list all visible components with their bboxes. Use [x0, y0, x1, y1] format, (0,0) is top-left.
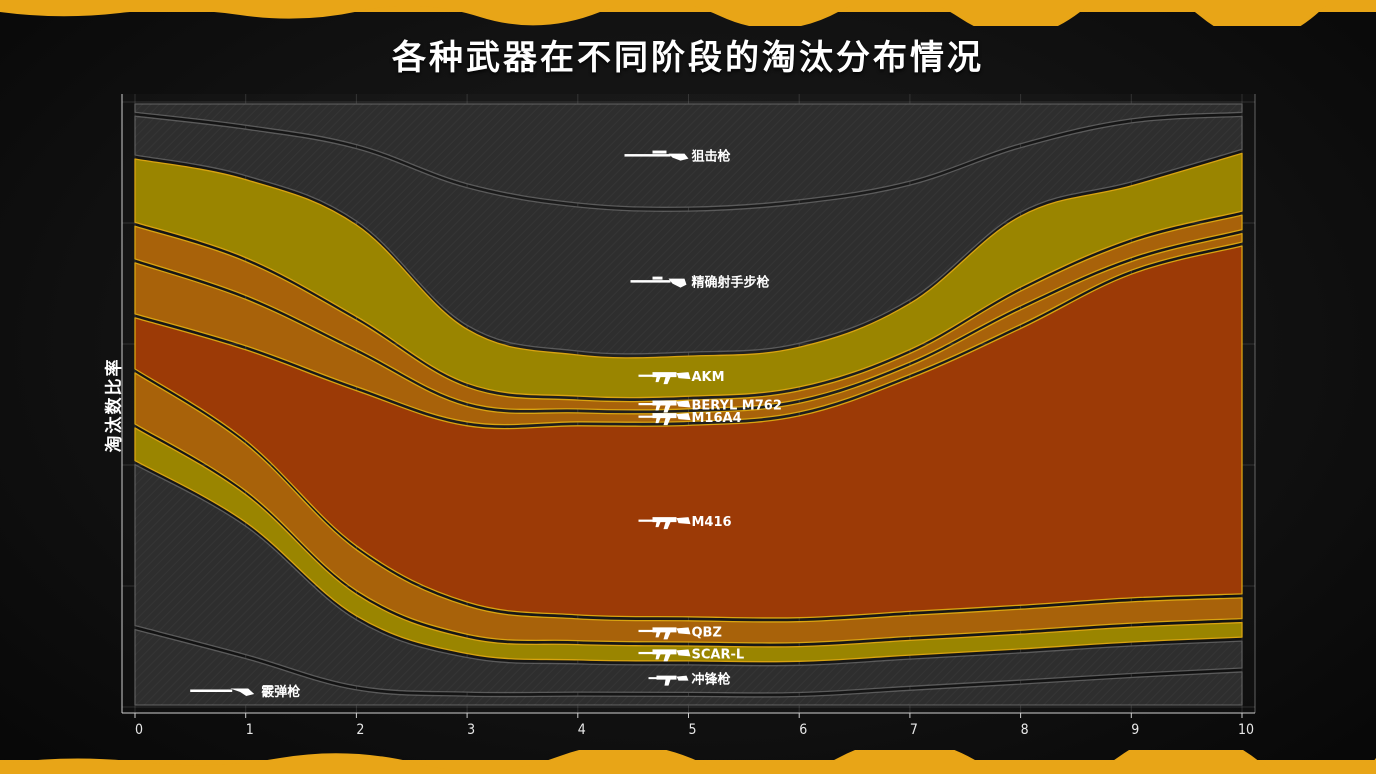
- series-label-9: 狙击枪: [624, 149, 731, 165]
- series-band-0: [134, 628, 1243, 706]
- series-label-text: AKM: [692, 370, 725, 385]
- series-area-texture: [135, 629, 1242, 705]
- series-bands: [134, 103, 1243, 706]
- rifle-icon: [638, 649, 691, 662]
- x-tick-label: 0: [135, 722, 143, 738]
- sniper-icon: [624, 150, 689, 161]
- series-label-0: 霰弹枪: [190, 684, 300, 700]
- series-label-1: 冲锋枪: [648, 672, 731, 688]
- series-area: [134, 427, 1243, 663]
- series-label-text: 冲锋枪: [692, 672, 731, 688]
- smg-icon: [648, 675, 689, 686]
- series-area-texture: [135, 104, 1242, 208]
- x-tick-label: 10: [1238, 722, 1254, 738]
- rifle-icon: [638, 517, 691, 530]
- series-area: [134, 372, 1243, 644]
- rifle-icon: [638, 372, 691, 385]
- series-band-2: [134, 427, 1243, 663]
- rifle-icon: [638, 400, 691, 413]
- series-label-3: QBZ: [638, 625, 722, 640]
- rifle-icon: [638, 413, 691, 426]
- x-tick-label: 5: [688, 722, 696, 738]
- series-area: [134, 214, 1243, 411]
- x-tick-label: 8: [1021, 722, 1029, 738]
- x-tick-label: 6: [799, 722, 807, 738]
- series-label-text: QBZ: [692, 625, 722, 640]
- shotgun-icon: [190, 688, 255, 696]
- series-label-text: M16A4: [692, 411, 742, 426]
- series-label-text: BERYL M762: [692, 399, 782, 414]
- x-tick-label: 1: [246, 722, 254, 738]
- rifle-icon: [638, 627, 691, 640]
- series-label-text: 狙击枪: [692, 149, 731, 165]
- series-area-texture: [135, 116, 1242, 354]
- series-label-2: SCAR-L: [638, 647, 745, 662]
- series-label-text: 精确射手步枪: [692, 275, 770, 291]
- x-tick-label: 7: [910, 722, 918, 738]
- series-area: [134, 232, 1243, 426]
- x-tick-label: 3: [467, 722, 475, 738]
- series-area: [134, 152, 1243, 399]
- series-label-text: 霰弹枪: [261, 684, 300, 700]
- series-band-8: [134, 115, 1243, 355]
- series-label-4: M416: [638, 515, 732, 530]
- chart-title: 各种武器在不同阶段的淘汰分布情况: [392, 38, 984, 78]
- series-band-6: [134, 214, 1243, 411]
- series-band-4: [134, 245, 1243, 619]
- series-area-texture: [135, 464, 1242, 693]
- series-label-7: AKM: [638, 370, 725, 385]
- top-grunge-border: [0, 0, 1376, 26]
- series-label-8: 精确射手步枪: [630, 275, 770, 291]
- x-tick-label: 4: [578, 722, 586, 738]
- x-tick-label: 9: [1131, 722, 1139, 738]
- series-band-1: [134, 463, 1243, 694]
- series-band-3: [134, 372, 1243, 644]
- series-area: [134, 245, 1243, 619]
- series-label-6: BERYL M762: [638, 399, 782, 414]
- axes: 0 1 2 3 4 5 6 7 8 9 10: [121, 94, 1256, 738]
- x-tick-label: 2: [356, 722, 364, 738]
- series-label-5: M16A4: [638, 411, 742, 426]
- series-band-7: [134, 152, 1243, 399]
- dmr-icon: [630, 276, 687, 288]
- series-label-text: M416: [692, 515, 732, 530]
- series-band-9: [134, 103, 1243, 208]
- series-band-5: [134, 232, 1243, 426]
- bottom-grunge-border: [0, 750, 1376, 774]
- series-label-text: SCAR-L: [692, 647, 745, 662]
